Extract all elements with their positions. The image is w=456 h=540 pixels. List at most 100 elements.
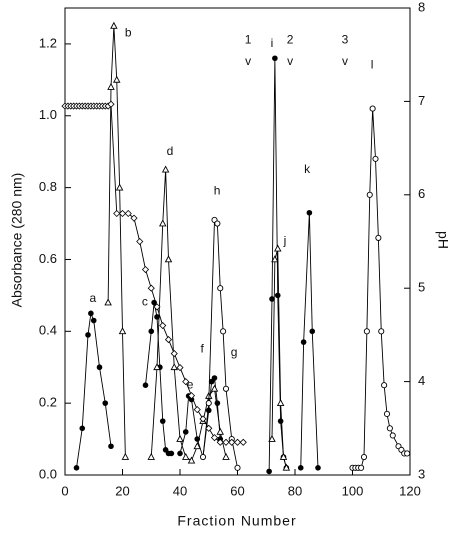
point (118, 327, 127, 335)
point (210, 384, 219, 392)
annotation: 1 (245, 33, 252, 47)
point (222, 438, 230, 446)
y2-tick-label: 7 (418, 93, 425, 108)
point (216, 438, 224, 446)
point (176, 434, 184, 442)
point (85, 332, 91, 338)
point (107, 100, 115, 108)
point (90, 317, 97, 324)
point (228, 438, 236, 446)
point (300, 339, 307, 345)
annotation: i (271, 36, 274, 50)
y2-tick-label: 6 (418, 186, 425, 201)
point (108, 443, 114, 450)
point (366, 191, 373, 198)
point (234, 464, 241, 471)
point (112, 75, 121, 83)
point (161, 165, 170, 173)
point (187, 456, 196, 464)
point (277, 418, 284, 424)
point (193, 442, 202, 450)
annotation: a (90, 291, 97, 305)
y2-axis-label: pH (435, 231, 451, 249)
series-line (107, 25, 287, 468)
point (389, 432, 396, 439)
annotation: e (187, 377, 194, 391)
point (222, 452, 230, 460)
x-axis-label: Fraction Number (177, 513, 296, 529)
point (73, 465, 80, 471)
point (110, 21, 118, 29)
y-tick-label: 0.4 (39, 323, 57, 338)
annotation: 2 (287, 33, 294, 47)
point (199, 453, 207, 461)
y-axis-label: Absorbance (280 nm) (9, 173, 25, 308)
y2-tick-label: 8 (418, 0, 425, 14)
point (404, 450, 411, 457)
annotation: h (214, 183, 221, 197)
point (210, 434, 219, 442)
point (118, 209, 127, 218)
point (199, 415, 207, 423)
annotation: b (125, 25, 132, 39)
x-tick-label: 40 (173, 483, 187, 498)
annotation: j (283, 234, 287, 248)
point (147, 284, 155, 292)
point (154, 314, 160, 320)
annotation: v (287, 54, 293, 68)
point (79, 425, 86, 432)
annotation: l (371, 58, 374, 72)
point (159, 418, 166, 424)
point (181, 452, 190, 460)
y-tick-label: 1.2 (39, 35, 57, 50)
point (153, 303, 161, 311)
point (193, 406, 201, 414)
point (276, 399, 285, 407)
point (141, 265, 150, 274)
point (187, 392, 196, 400)
point (164, 336, 173, 344)
annotation: d (167, 144, 174, 158)
point (282, 463, 291, 471)
point (136, 237, 144, 246)
point (217, 285, 224, 292)
point (279, 452, 288, 460)
annotation: k (304, 162, 311, 176)
point (159, 321, 167, 330)
y-tick-label: 0.6 (39, 251, 57, 266)
x-tick-label: 20 (115, 483, 129, 498)
point (107, 82, 115, 90)
point (363, 328, 370, 335)
y2-tick-label: 5 (418, 280, 425, 295)
x-tick-label: 120 (399, 483, 421, 498)
point (104, 298, 112, 306)
point (358, 464, 365, 471)
point (220, 328, 227, 335)
point (378, 328, 385, 335)
point (272, 55, 278, 62)
point (177, 450, 183, 457)
point (147, 452, 156, 460)
point (372, 155, 379, 162)
point (153, 363, 161, 371)
y2-tick-label: 3 (418, 466, 425, 481)
point (315, 465, 321, 471)
point (96, 364, 103, 371)
point (205, 407, 212, 414)
point (369, 105, 376, 112)
point (211, 375, 218, 381)
point (386, 425, 393, 432)
point (170, 350, 178, 358)
point (381, 382, 388, 389)
point (383, 410, 391, 417)
point (130, 214, 138, 222)
point (205, 400, 212, 407)
point (115, 183, 124, 191)
point (273, 244, 282, 252)
y2-tick-label: 4 (418, 373, 425, 388)
point (113, 209, 121, 218)
point (121, 452, 130, 460)
point (269, 296, 275, 302)
point (239, 438, 247, 446)
